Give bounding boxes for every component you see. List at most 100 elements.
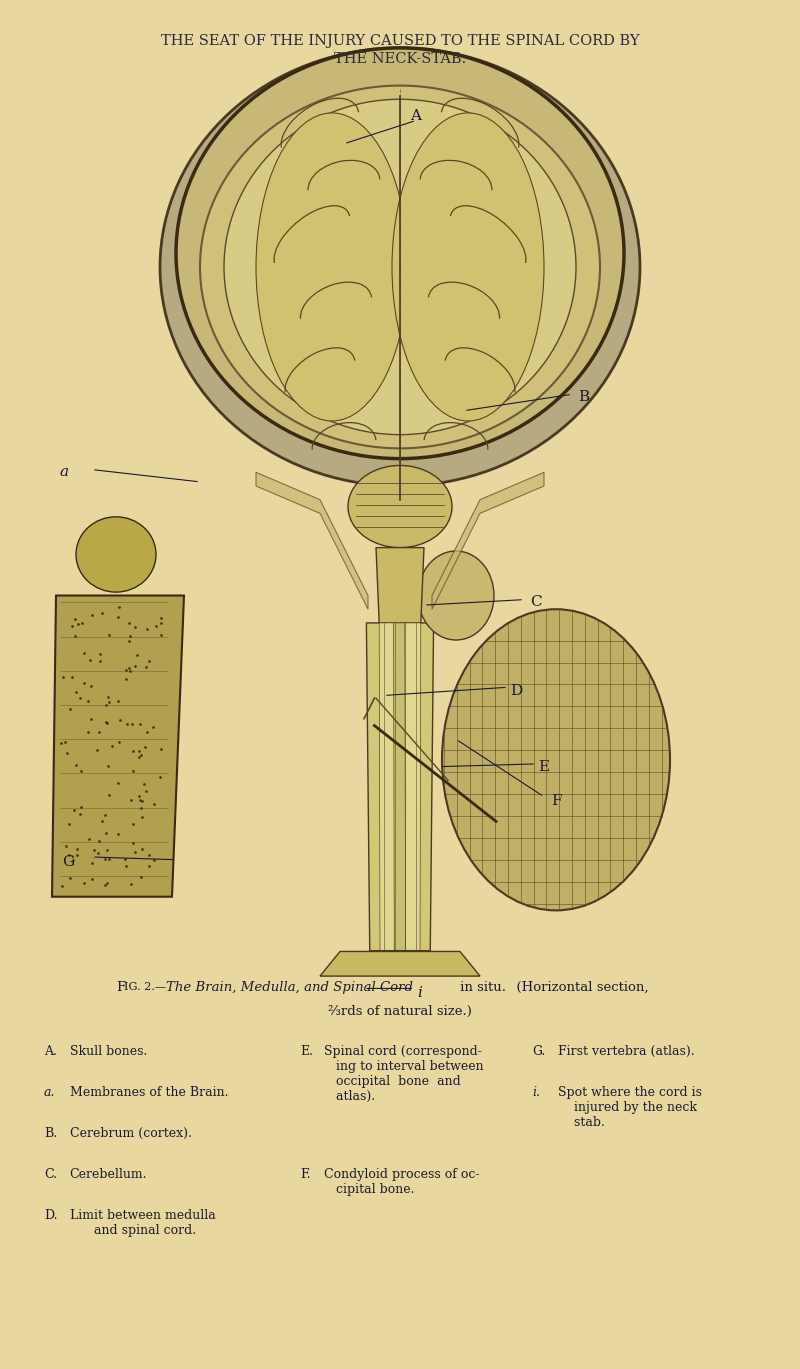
Point (121, 713, 134, 735)
Point (66, 615, 78, 637)
Text: C: C (530, 596, 542, 609)
Point (102, 624, 115, 646)
Text: E: E (538, 760, 550, 773)
Point (114, 709, 126, 731)
Point (102, 847, 115, 869)
Point (148, 793, 161, 815)
Point (54, 732, 67, 754)
Point (62, 843, 75, 865)
Ellipse shape (76, 516, 156, 593)
Ellipse shape (418, 550, 494, 641)
Point (86, 868, 99, 890)
Point (125, 789, 138, 810)
Text: i: i (418, 986, 422, 999)
Text: Condyloid process of oc-
   cipital bone.: Condyloid process of oc- cipital bone. (324, 1168, 479, 1195)
Polygon shape (379, 623, 395, 951)
Text: i.: i. (532, 1086, 540, 1098)
Point (74, 687, 86, 709)
Point (91, 842, 104, 864)
Point (142, 650, 155, 672)
Point (122, 657, 135, 679)
Point (142, 843, 155, 865)
Text: G.: G. (532, 1045, 546, 1057)
Point (83, 649, 96, 671)
Point (94, 642, 106, 664)
Text: D.: D. (44, 1209, 58, 1221)
Point (129, 656, 142, 678)
Point (133, 784, 146, 806)
Point (135, 806, 148, 828)
Point (86, 604, 98, 626)
Point (92, 831, 105, 853)
Point (64, 698, 77, 720)
Point (128, 616, 141, 638)
Point (133, 789, 146, 810)
Point (82, 690, 94, 712)
Point (99, 804, 112, 826)
Point (83, 828, 96, 850)
Point (119, 856, 132, 878)
Text: F: F (550, 794, 562, 808)
Point (147, 849, 160, 871)
Point (122, 630, 135, 652)
Text: Spot where the cord is
    injured by the neck
    stab.: Spot where the cord is injured by the ne… (558, 1086, 702, 1128)
Point (126, 739, 139, 761)
Ellipse shape (224, 100, 576, 434)
Point (84, 708, 97, 730)
Ellipse shape (176, 48, 624, 459)
Text: A.: A. (44, 1045, 57, 1057)
Ellipse shape (200, 85, 600, 449)
Point (101, 839, 114, 861)
Text: (Horizontal section,: (Horizontal section, (508, 980, 649, 994)
Point (70, 682, 82, 704)
Text: in situ.: in situ. (456, 980, 506, 994)
Point (87, 839, 100, 861)
Text: A: A (410, 110, 422, 123)
Point (78, 642, 90, 664)
Point (67, 849, 80, 871)
Ellipse shape (348, 465, 452, 548)
Point (99, 849, 112, 871)
Point (129, 842, 142, 864)
Point (122, 612, 135, 634)
Point (58, 731, 71, 753)
Point (72, 613, 85, 635)
Point (126, 813, 139, 835)
Point (68, 626, 81, 648)
Point (111, 690, 124, 712)
Text: B: B (578, 390, 590, 404)
Point (155, 738, 168, 760)
Point (123, 660, 136, 682)
Point (143, 854, 156, 876)
Point (125, 873, 138, 895)
Point (133, 741, 146, 763)
Text: THE NECK-STAB.: THE NECK-STAB. (334, 52, 466, 66)
Point (154, 606, 167, 628)
Text: Limit between medulla
      and spinal cord.: Limit between medulla and spinal cord. (70, 1209, 215, 1236)
Point (134, 867, 147, 888)
Polygon shape (394, 623, 406, 951)
Point (94, 650, 106, 672)
Point (127, 832, 140, 854)
Point (154, 765, 166, 787)
Point (60, 742, 73, 764)
Text: F: F (116, 980, 125, 994)
Point (131, 643, 144, 665)
Point (85, 675, 98, 697)
Point (82, 721, 94, 743)
Point (112, 731, 125, 753)
Point (119, 668, 132, 690)
Text: Membranes of the Brain.: Membranes of the Brain. (70, 1086, 228, 1098)
Polygon shape (52, 596, 184, 897)
Point (133, 746, 146, 768)
Point (126, 713, 139, 735)
Point (140, 617, 153, 639)
Point (99, 694, 112, 716)
Point (96, 810, 109, 832)
Point (146, 716, 159, 738)
Point (77, 672, 90, 694)
Point (67, 799, 80, 821)
Point (100, 872, 113, 894)
Point (126, 761, 139, 783)
Point (111, 606, 124, 628)
